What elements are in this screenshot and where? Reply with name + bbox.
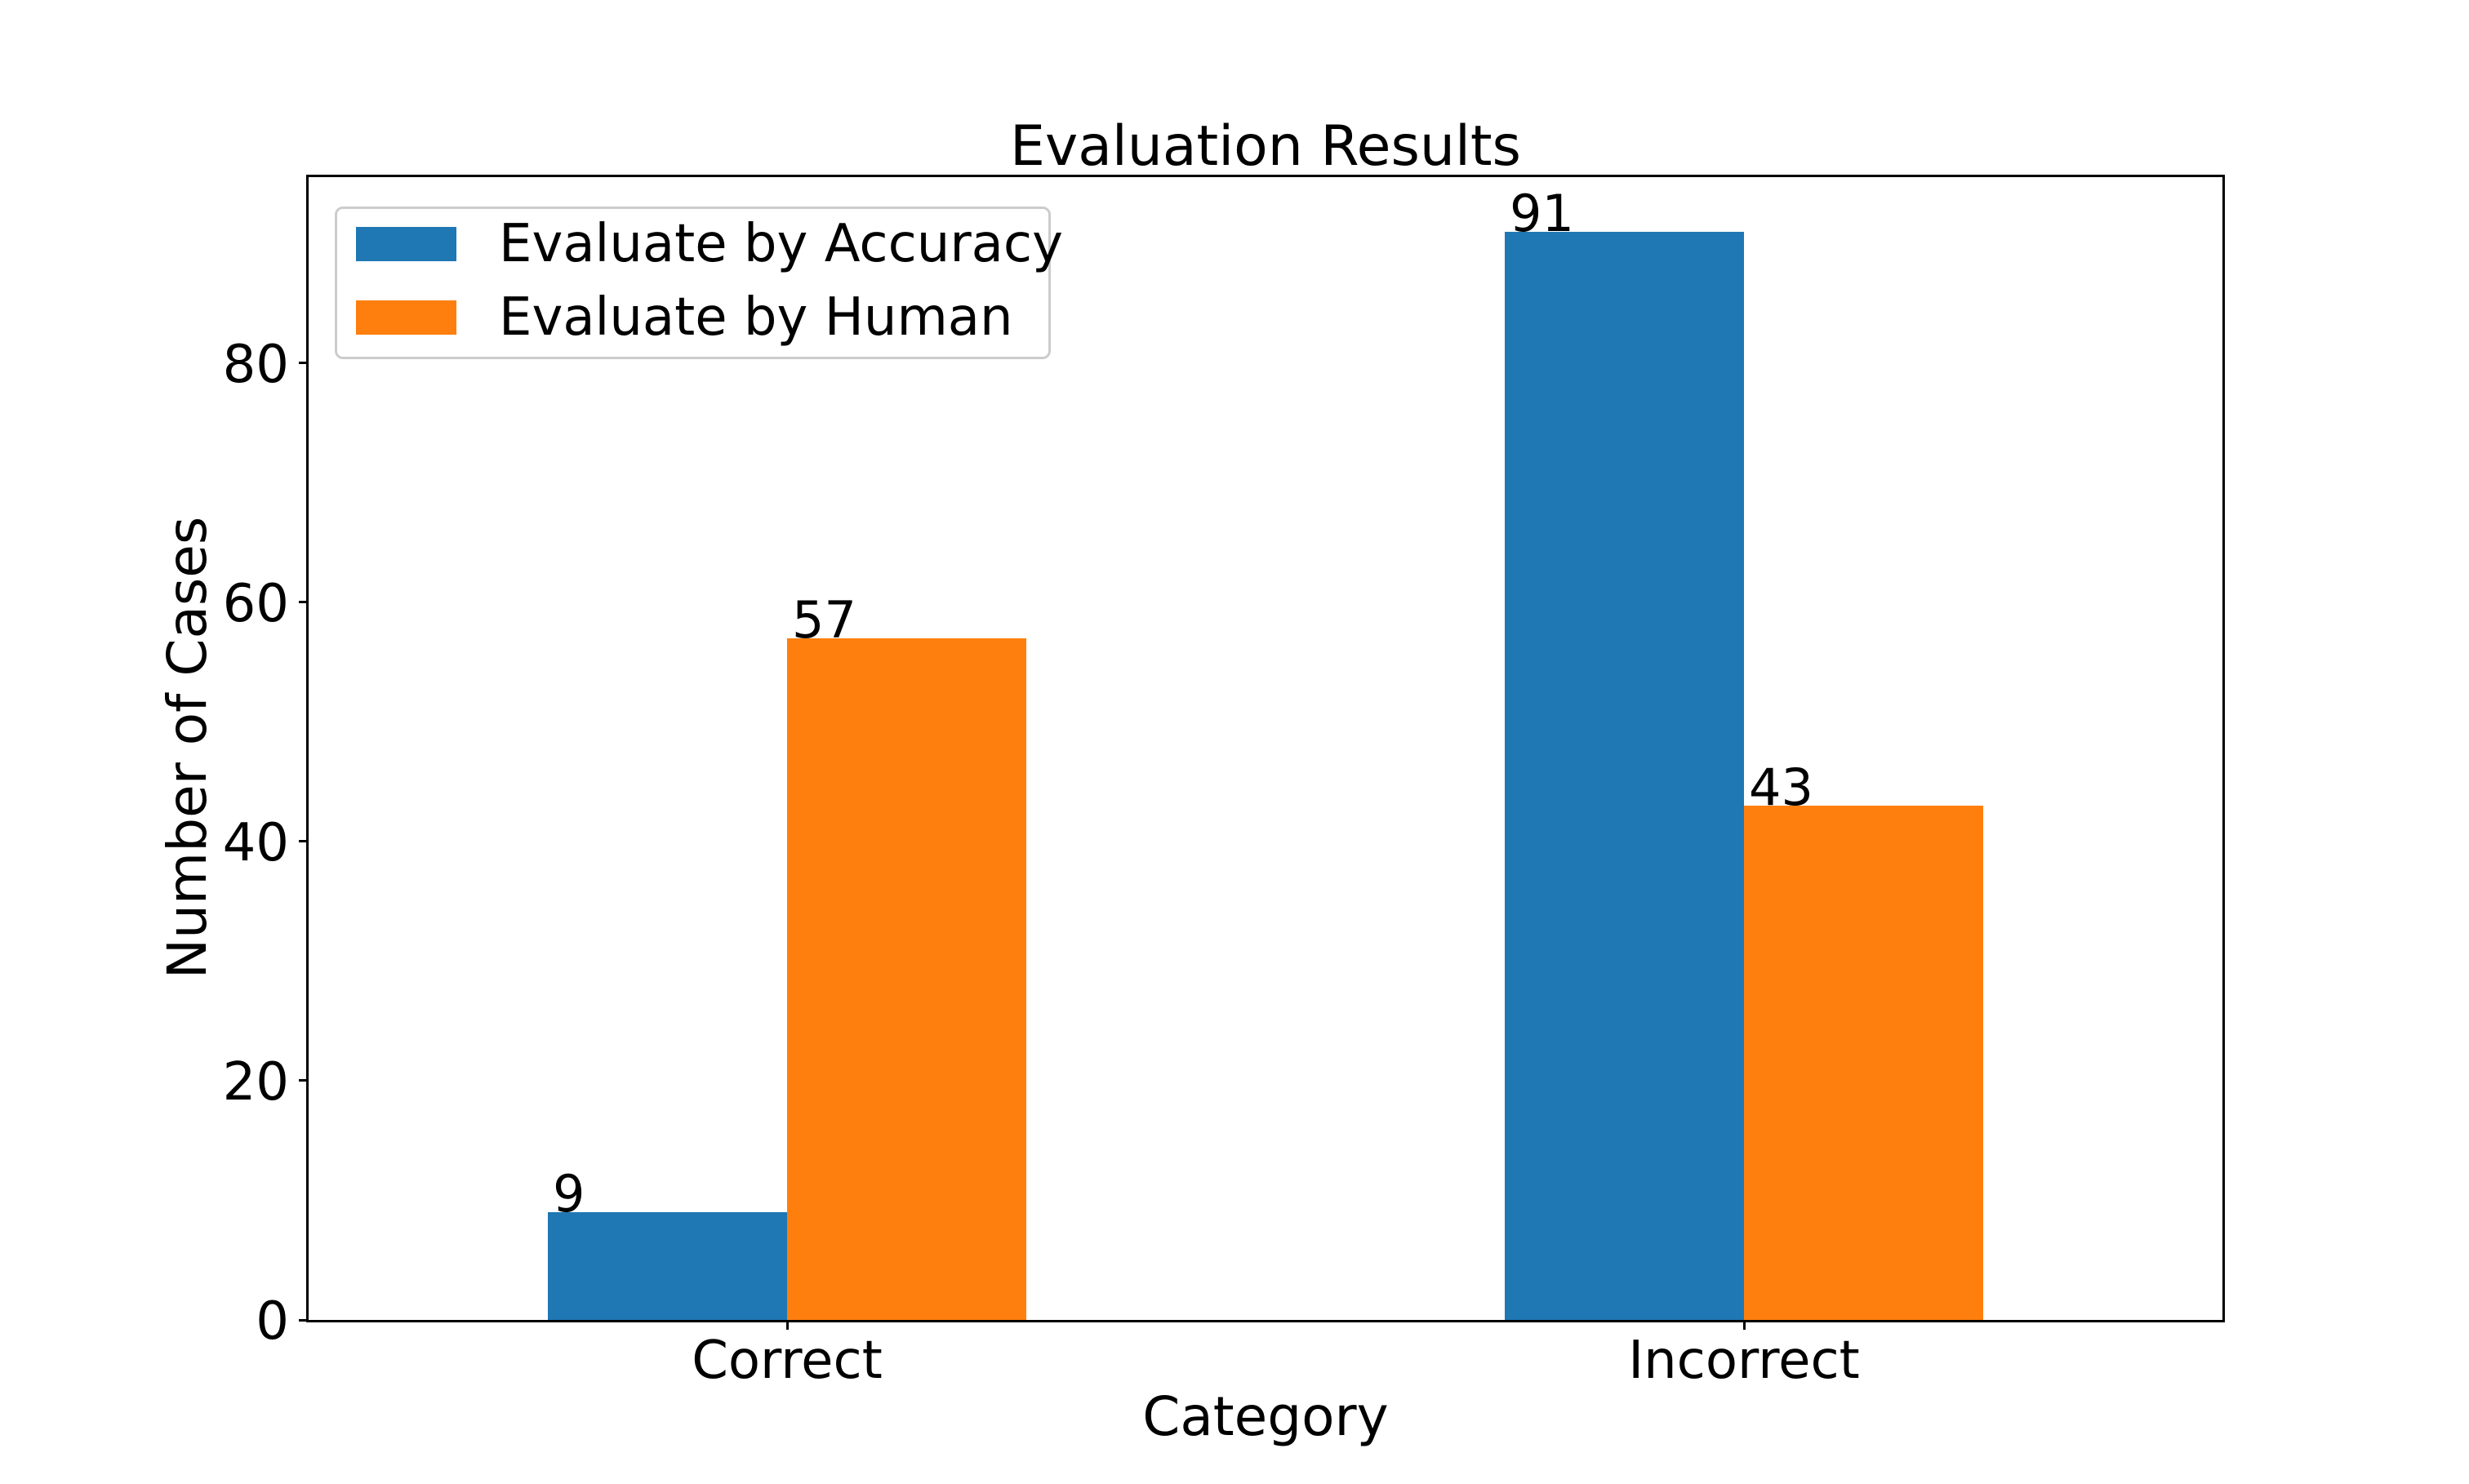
legend-swatch-human bbox=[356, 300, 456, 335]
x-tick-mark bbox=[1742, 1320, 1746, 1330]
x-tick-label: Correct bbox=[692, 1331, 883, 1391]
y-tick-mark bbox=[299, 1318, 309, 1322]
y-tick-mark bbox=[299, 601, 309, 604]
x-tick-label: Incorrect bbox=[1628, 1331, 1860, 1391]
bar-accuracy-correct bbox=[548, 1212, 787, 1320]
bar-value-label: 57 bbox=[792, 589, 856, 650]
legend: Evaluate by Accuracy Evaluate by Human bbox=[335, 207, 1063, 359]
y-tick-mark bbox=[299, 840, 309, 843]
y-tick-label: 0 bbox=[256, 1291, 289, 1352]
x-tick-mark bbox=[785, 1320, 789, 1330]
legend-label-human: Evaluate by Human bbox=[499, 287, 1013, 348]
y-tick-label: 60 bbox=[222, 573, 289, 634]
y-tick-label: 40 bbox=[222, 812, 289, 873]
y-tick-label: 20 bbox=[222, 1051, 289, 1113]
y-tick-label: 80 bbox=[222, 334, 289, 395]
plot-frame bbox=[306, 175, 2225, 1322]
legend-item-human: Evaluate by Human bbox=[356, 291, 1013, 344]
bar-value-label: 9 bbox=[553, 1164, 585, 1224]
y-tick-mark bbox=[299, 362, 309, 365]
y-tick-mark bbox=[299, 1079, 309, 1082]
chart-title: Evaluation Results bbox=[1010, 114, 1521, 179]
legend-label-accuracy: Evaluate by Accuracy bbox=[499, 214, 1063, 274]
bar-human-correct bbox=[787, 638, 1026, 1320]
legend-item-accuracy: Evaluate by Accuracy bbox=[356, 218, 1063, 270]
bar-value-label: 43 bbox=[1749, 757, 1813, 817]
x-axis-label: Category bbox=[1142, 1385, 1389, 1448]
bar-value-label: 91 bbox=[1510, 183, 1574, 243]
legend-swatch-accuracy bbox=[356, 227, 456, 261]
bar-accuracy-incorrect bbox=[1505, 231, 1744, 1320]
plot-area: 9 91 57 43 bbox=[309, 177, 2222, 1320]
bar-human-incorrect bbox=[1744, 805, 1983, 1320]
